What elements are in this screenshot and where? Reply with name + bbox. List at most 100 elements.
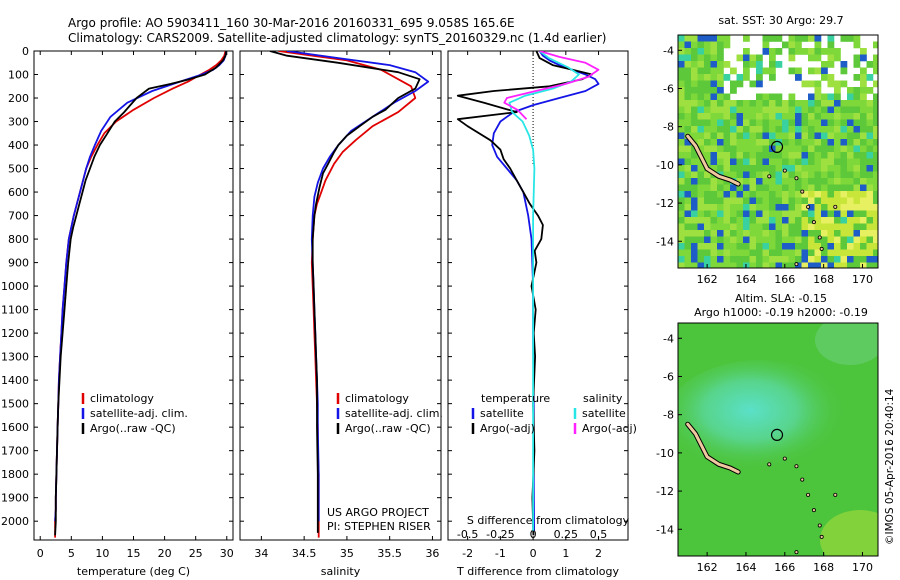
argo-position-marker — [770, 140, 784, 153]
sst-cell — [736, 139, 744, 146]
sst-cell — [730, 236, 737, 244]
sst-cell — [762, 243, 770, 250]
map-y-tick-label: -12 — [656, 197, 674, 210]
sst-cell — [704, 256, 711, 263]
sst-cell — [743, 67, 750, 75]
map-y-tick-label: -14 — [656, 523, 674, 536]
sst-cell — [762, 139, 770, 146]
sst-cell — [847, 197, 854, 205]
sst-cell — [873, 165, 878, 172]
sst-cell — [775, 61, 783, 68]
sst-cell — [697, 41, 705, 49]
y-tick-label: 300 — [8, 116, 29, 129]
sst-cell — [684, 93, 692, 101]
sst-cell — [853, 197, 861, 205]
temperature-panel: 0100200300400500600700800900100011001200… — [1, 45, 234, 578]
sst-cell — [873, 223, 878, 231]
sst-cell — [801, 126, 809, 133]
sst-cell — [775, 132, 783, 140]
sst-cell — [678, 35, 685, 42]
sst-cell — [697, 93, 705, 101]
sst-cell — [730, 80, 737, 88]
sst-cell — [821, 230, 828, 237]
sst-cell — [853, 41, 861, 49]
sst-cell — [743, 249, 750, 257]
sst-cell — [853, 74, 861, 81]
sst-cell — [691, 74, 698, 81]
sst-cell — [814, 80, 822, 88]
sst-cell — [704, 87, 711, 94]
sst-cell — [860, 67, 867, 75]
sst-cell — [691, 132, 698, 140]
sst-cell — [788, 204, 796, 211]
sst-cell — [762, 256, 770, 263]
sst-cell — [860, 236, 867, 244]
sst-cell — [762, 249, 770, 257]
salinity-climatology-line — [278, 51, 417, 538]
sst-cell — [678, 87, 685, 94]
sst-cell — [853, 236, 861, 244]
sst-cell — [782, 119, 789, 127]
sst-cell — [821, 243, 828, 250]
sst-cell — [743, 106, 750, 114]
sst-cell — [853, 184, 861, 192]
sst-cell — [840, 243, 848, 250]
sst-cell — [821, 178, 828, 185]
sst-cell — [801, 230, 809, 237]
sst-cell — [769, 106, 776, 114]
sst-cell — [684, 256, 692, 263]
sst-cell — [710, 61, 718, 68]
sst-cell — [762, 126, 770, 133]
sst-cell — [697, 74, 705, 81]
sst-cell — [704, 48, 711, 55]
sst-cell — [814, 223, 822, 231]
sst-cell — [814, 262, 822, 268]
y-tick-label: 600 — [8, 186, 29, 199]
sst-cell — [762, 106, 770, 114]
sst-cell — [775, 184, 783, 192]
sst-cell — [834, 262, 841, 268]
sst-cell — [801, 171, 809, 179]
sst-cell — [762, 152, 770, 159]
sst-cell — [691, 152, 698, 159]
y-tick-label: 1800 — [1, 468, 29, 481]
sst-cell — [723, 132, 731, 140]
sst-cell — [736, 113, 744, 120]
small-island — [782, 456, 787, 461]
sst-cell — [821, 236, 828, 244]
sst-cell — [691, 184, 698, 192]
sst-cell — [814, 126, 822, 133]
sst-cell — [860, 184, 867, 192]
sst-cell — [691, 165, 698, 172]
sst-cell — [704, 223, 711, 231]
sst-cell — [749, 165, 757, 172]
sst-cell — [769, 119, 776, 127]
sst-cell — [736, 152, 744, 159]
sst-cell — [697, 54, 705, 62]
sst-cell — [860, 145, 867, 153]
salinity-series-group — [269, 51, 430, 538]
map-x-tick-label: 162 — [697, 561, 718, 574]
sst-cell — [749, 217, 757, 224]
sst-cell — [678, 197, 685, 205]
sst-cell — [704, 61, 711, 68]
sst-cell — [775, 256, 783, 263]
sst-cell — [684, 165, 692, 172]
sst-cell — [723, 126, 731, 133]
sla-map-title-line2: Argo h1000: -0.19 h2000: -0.19 — [694, 306, 868, 319]
sst-cell — [762, 210, 770, 218]
sst-cell — [691, 249, 698, 257]
sst-cell — [873, 210, 878, 218]
sst-cell — [782, 184, 789, 192]
y-tick-label: 800 — [8, 233, 29, 246]
sst-cell — [873, 204, 878, 211]
sst-cell — [827, 197, 835, 205]
y-tick-label: 100 — [8, 69, 29, 82]
sst-cell — [743, 243, 750, 250]
sst-cell — [691, 210, 698, 218]
sst-cell — [866, 210, 874, 218]
sst-cell — [697, 106, 705, 114]
sla-map-frame — [677, 322, 879, 557]
sst-cell — [749, 61, 757, 68]
sst-cell — [723, 41, 731, 49]
